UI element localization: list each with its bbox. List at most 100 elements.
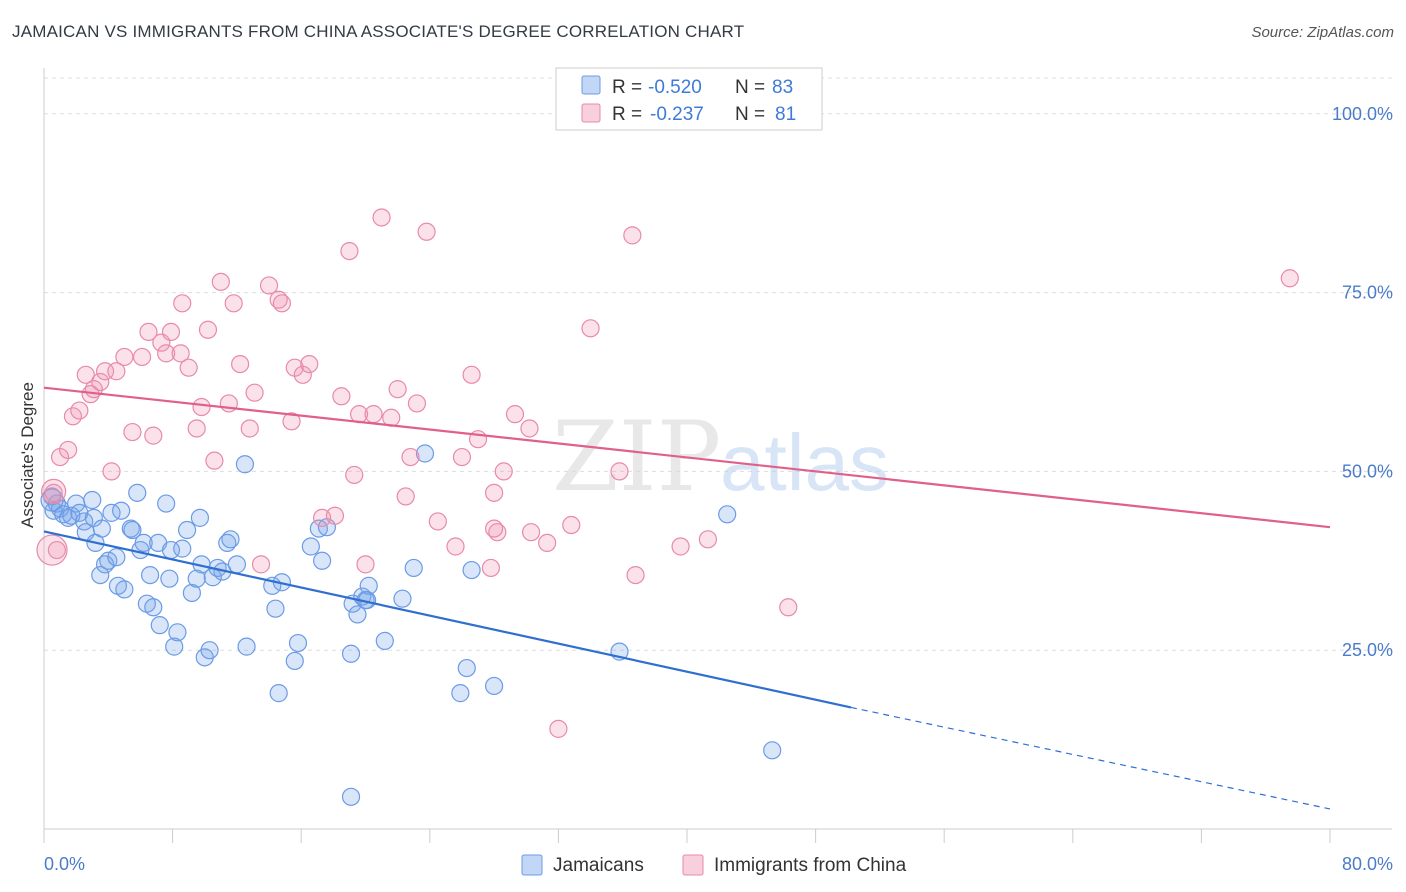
jamaicans-point-22 (115, 580, 134, 599)
china-point-71 (562, 515, 581, 535)
china-point-large-1 (41, 478, 67, 505)
china-point-22 (173, 294, 192, 313)
jamaicans-point-25 (128, 483, 147, 502)
x-tick-label-min: 0.0% (44, 854, 85, 874)
jamaicans-point-51 (227, 555, 246, 574)
china-point-38 (282, 412, 301, 431)
china-point-6 (76, 365, 95, 384)
china-point-44 (332, 387, 351, 406)
jamaicans-point-74 (451, 684, 470, 703)
jamaicans-point-19 (107, 548, 126, 567)
trend-line-jamaicans-extension (850, 706, 1331, 810)
china-point-28 (211, 272, 230, 291)
china-point-60 (462, 365, 481, 384)
jamaicans-point-81 (341, 787, 361, 806)
china-point-43 (325, 506, 345, 525)
china-point-48 (356, 555, 375, 574)
china-point-56 (417, 222, 436, 241)
bottom-legend-label-jamaicans: Jamaicans (553, 855, 644, 876)
china-point-21 (171, 344, 190, 363)
china-point-52 (388, 380, 407, 399)
y-tick-label-3: 100.0% (1332, 104, 1393, 124)
china-point-1 (47, 540, 66, 560)
china-point-74 (626, 565, 645, 585)
china-point-12 (107, 362, 126, 381)
jamaicans-point-75 (457, 658, 476, 678)
source-label: Source: ZipAtlas.com (1251, 24, 1394, 41)
china-point-53 (396, 487, 415, 506)
jamaicans-point-29 (140, 565, 160, 585)
bottom-legend-swatch-jamaicans (521, 854, 543, 876)
china-point-20 (161, 322, 181, 342)
jamaicans-point-41 (187, 569, 206, 588)
china-point-31 (231, 354, 250, 374)
china-point-73 (610, 462, 629, 481)
legend-n-label-1: N = (735, 77, 765, 98)
jamaicans-point-77 (485, 676, 504, 696)
legend-r-value-1: -0.520 (648, 77, 702, 98)
jamaicans-point-34 (160, 569, 179, 588)
legend-r-value-2: -0.237 (650, 104, 704, 125)
legend-n-label-2: N = (735, 104, 765, 125)
china-point-50 (372, 208, 391, 227)
jamaicans-point-50 (221, 530, 240, 549)
china-point-24 (187, 419, 206, 438)
china-point-41 (300, 354, 319, 374)
trend-line-china (43, 386, 1331, 529)
china-point-36 (269, 290, 288, 309)
china-point-13 (115, 347, 134, 367)
jamaicans-point-32 (150, 616, 169, 635)
china-point-69 (538, 533, 557, 553)
china-point-35 (259, 276, 279, 295)
china-point-34 (251, 555, 271, 574)
jamaicans-point-37 (168, 623, 187, 642)
jamaicans-point-large-0 (40, 488, 64, 512)
y-tick-label-0: 25.0% (1342, 640, 1393, 660)
trend-lines (43, 386, 1331, 810)
jamaicans-point-30 (144, 598, 163, 617)
jamaicans-point-73 (415, 444, 435, 463)
china-point-33 (245, 383, 264, 402)
jamaicans-point-76 (462, 560, 481, 580)
china-point-25 (192, 397, 211, 417)
jamaicans-point-42 (190, 508, 210, 527)
china-point-64 (488, 523, 507, 542)
china-point-62 (481, 558, 500, 578)
jamaicans-point-16 (95, 555, 115, 574)
y-axis-label: Associate's Degree (18, 382, 37, 528)
y-tick-label-1: 50.0% (1342, 461, 1393, 481)
china-point-19 (157, 344, 176, 363)
jamaicans-point-39 (177, 520, 197, 540)
china-point-55 (407, 394, 427, 413)
jamaicans-point-53 (237, 637, 256, 656)
jamaicans-point-38 (173, 539, 192, 558)
jamaicans-point-33 (157, 494, 176, 513)
correlation-legend: R = -0.520 N = 83 R = -0.237 N = 81 (555, 67, 823, 131)
china-point-67 (520, 419, 539, 438)
jamaicans-point-80 (763, 741, 782, 760)
china-point-77 (698, 530, 717, 549)
jamaicans-point-70 (375, 631, 394, 650)
jamaicans-point-59 (288, 633, 308, 653)
jamaicans-point-24 (123, 520, 142, 540)
jamaicans-point-72 (404, 558, 423, 578)
china-point-17 (144, 426, 163, 445)
china-point-65 (494, 462, 513, 481)
watermark-atlas: atlas (720, 418, 889, 507)
china-point-78 (779, 598, 798, 617)
china-point-63 (485, 483, 504, 502)
jamaicans-point-55 (266, 599, 285, 618)
jamaicans-point-62 (312, 551, 332, 570)
bottom-legend-swatch-china (682, 854, 704, 876)
china-point-49 (364, 405, 383, 424)
legend-r-label-2: R = (612, 104, 642, 125)
china-point-0 (44, 483, 63, 502)
china-point-54 (401, 447, 420, 467)
x-tick-labels: 0.0% 80.0% (44, 854, 1393, 874)
jamaicans-point-69 (359, 576, 378, 595)
chart-title: JAMAICAN VS IMMIGRANTS FROM CHINA ASSOCI… (12, 22, 745, 41)
jamaicans-point-14 (91, 565, 110, 585)
jamaicans-point-52 (235, 455, 255, 474)
china-point-3 (59, 440, 78, 460)
